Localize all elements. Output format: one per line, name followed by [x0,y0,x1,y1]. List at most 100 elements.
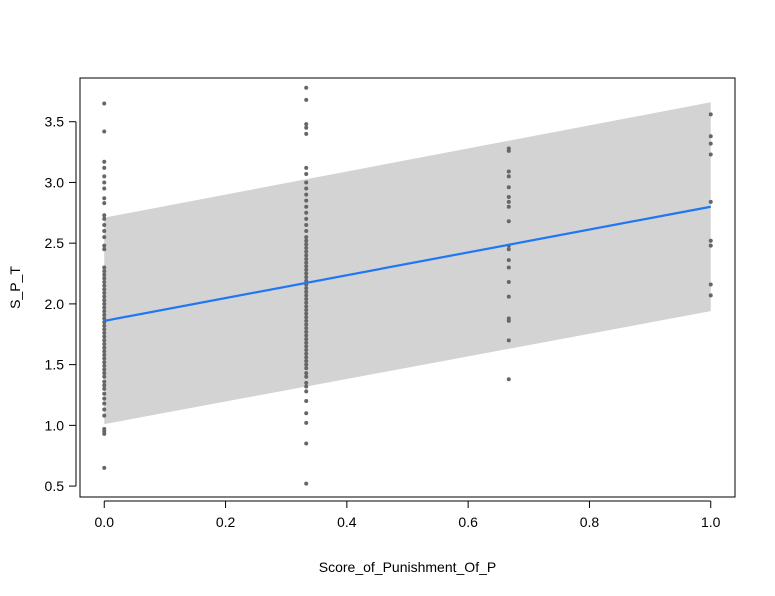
data-point [102,338,107,343]
data-point [304,192,309,197]
data-point [102,201,107,206]
data-point [102,360,107,365]
data-point [506,265,511,270]
data-point [304,256,309,261]
data-point [304,260,309,265]
data-point [102,396,107,401]
data-point [102,356,107,361]
data-point [304,242,309,247]
data-point [102,323,107,328]
data-point [102,159,107,164]
data-point [304,204,309,209]
data-point [304,366,309,371]
x-tick-label: 0.6 [458,514,478,530]
data-point [304,311,309,316]
data-point [102,465,107,470]
data-point [102,229,107,234]
data-point [102,374,107,379]
data-point [304,216,309,221]
data-point [102,345,107,350]
data-point [506,199,511,204]
data-point [102,298,107,303]
data-point [304,337,309,342]
data-point [102,367,107,372]
data-point [506,280,511,285]
data-point [102,309,107,314]
data-point [102,283,107,288]
data-point [102,165,107,170]
data-point [708,238,713,243]
data-point [304,344,309,349]
data-point [708,243,713,248]
data-point [304,122,309,127]
data-point [102,174,107,179]
data-point [102,294,107,299]
data-point [102,222,107,227]
data-point [304,246,309,251]
data-point [102,327,107,332]
data-point [304,441,309,446]
data-point [506,377,511,382]
data-point [102,371,107,376]
data-point [102,196,107,201]
data-point [304,125,309,130]
y-tick-label: 0.5 [45,478,65,494]
data-point [506,316,511,321]
data-point [304,267,309,272]
data-point [506,146,511,151]
data-point [304,322,309,327]
data-point [102,235,107,240]
plot-frame [79,77,736,498]
y-axis-title: S_P_T [7,266,23,309]
data-point [304,210,309,215]
x-axis-title: Score_of_Punishment_Of_P [319,559,496,575]
data-point [304,97,309,102]
data-point [304,289,309,294]
data-point [304,186,309,191]
y-tick-label: 3.5 [45,114,65,130]
data-point [708,199,713,204]
x-tick-label: 1.0 [701,514,721,530]
data-point [102,101,107,106]
data-point [304,180,309,185]
data-point [304,165,309,170]
data-point [102,180,107,185]
data-point [304,326,309,331]
data-point [102,269,107,274]
data-point [304,358,309,363]
data-point [304,348,309,353]
data-point [102,280,107,285]
data-point [304,171,309,176]
data-points-layer [102,85,713,486]
data-point [102,349,107,354]
data-point [304,340,309,345]
data-point [102,426,107,431]
data-point [304,271,309,276]
data-point [304,304,309,309]
data-point [506,219,511,224]
data-point [304,315,309,320]
data-point [102,363,107,368]
data-point [304,300,309,305]
data-point [304,481,309,486]
y-tick-label: 2.0 [45,296,65,312]
data-point [506,294,511,299]
data-point [102,379,107,384]
data-point [304,362,309,367]
data-point [506,195,511,200]
data-point [304,420,309,425]
y-axis: 0.5 1.0 1.5 2.0 2.5 3.0 3.5 [45,114,77,494]
data-point [708,152,713,157]
data-point [102,401,107,406]
data-point [304,399,309,404]
data-point [304,307,309,312]
data-point [304,264,309,269]
data-point [102,247,107,252]
data-point [102,272,107,277]
data-point [102,341,107,346]
y-tick-label: 3.0 [45,174,65,190]
data-point [304,235,309,240]
data-point [102,352,107,357]
fit-line [104,205,711,322]
